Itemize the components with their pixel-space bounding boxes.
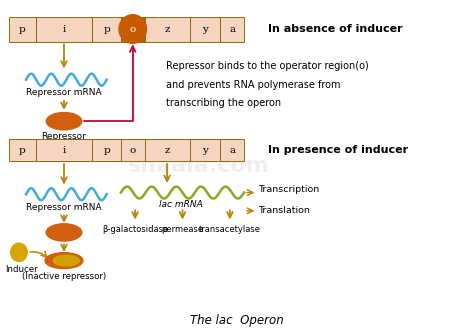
Text: p: p bbox=[18, 146, 26, 155]
Bar bbox=[9, 17, 36, 42]
Bar bbox=[9, 139, 36, 161]
Bar bbox=[36, 17, 92, 42]
Text: shaala.com: shaala.com bbox=[128, 156, 270, 176]
Ellipse shape bbox=[46, 113, 82, 130]
Text: a: a bbox=[229, 25, 235, 34]
Text: permease: permease bbox=[162, 225, 203, 234]
Text: transacetylase: transacetylase bbox=[199, 225, 261, 234]
Bar bbox=[121, 17, 145, 42]
Text: lac mRNA: lac mRNA bbox=[159, 200, 203, 209]
Text: p: p bbox=[103, 146, 110, 155]
Text: Repressor mRNA: Repressor mRNA bbox=[26, 88, 102, 97]
Text: Repressor mRNA: Repressor mRNA bbox=[26, 203, 102, 211]
Bar bbox=[92, 17, 121, 42]
Ellipse shape bbox=[119, 15, 146, 43]
Text: transcribing the operon: transcribing the operon bbox=[166, 98, 281, 108]
Text: Inducer: Inducer bbox=[5, 265, 37, 274]
Text: o: o bbox=[129, 146, 136, 155]
Bar bbox=[145, 139, 190, 161]
Text: β-galactosidase: β-galactosidase bbox=[102, 225, 168, 234]
Bar bbox=[190, 139, 220, 161]
Bar bbox=[220, 139, 244, 161]
Bar bbox=[190, 17, 220, 42]
Bar bbox=[145, 17, 190, 42]
Text: Translation: Translation bbox=[258, 206, 310, 215]
Text: p: p bbox=[18, 25, 26, 34]
Bar bbox=[220, 17, 244, 42]
Bar bbox=[121, 139, 145, 161]
Ellipse shape bbox=[45, 253, 83, 269]
Text: o: o bbox=[129, 25, 136, 34]
Text: o: o bbox=[129, 25, 136, 34]
Text: In absence of inducer: In absence of inducer bbox=[268, 24, 402, 34]
Text: y: y bbox=[202, 146, 208, 155]
Text: a: a bbox=[229, 146, 235, 155]
Text: Transcription: Transcription bbox=[258, 185, 319, 194]
Text: Repressor: Repressor bbox=[42, 132, 86, 141]
Ellipse shape bbox=[46, 224, 82, 241]
Text: i: i bbox=[63, 25, 65, 34]
Bar bbox=[92, 139, 121, 161]
Bar bbox=[36, 139, 92, 161]
Text: (Inactive repressor): (Inactive repressor) bbox=[22, 272, 106, 281]
Ellipse shape bbox=[53, 255, 79, 266]
Text: i: i bbox=[63, 146, 65, 155]
Ellipse shape bbox=[10, 243, 27, 261]
Text: In presence of inducer: In presence of inducer bbox=[268, 145, 408, 155]
Text: z: z bbox=[164, 25, 170, 34]
Text: Repressor binds to the operator region(o): Repressor binds to the operator region(o… bbox=[166, 61, 369, 71]
Text: p: p bbox=[103, 25, 110, 34]
Text: The lac  Operon: The lac Operon bbox=[190, 314, 284, 327]
Text: y: y bbox=[202, 25, 208, 34]
Text: and prevents RNA polymerase from: and prevents RNA polymerase from bbox=[166, 80, 340, 90]
Text: z: z bbox=[164, 146, 170, 155]
